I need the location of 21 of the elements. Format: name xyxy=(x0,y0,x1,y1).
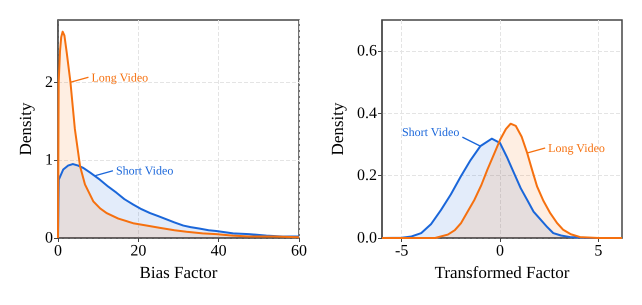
annotation: Short Video xyxy=(402,125,460,140)
y-axis-title: Density xyxy=(328,102,347,156)
y-axis-title: Density xyxy=(16,102,36,156)
y-tick-label: 0.6 xyxy=(357,42,377,60)
x-axis-title: Transformed Factor xyxy=(434,263,570,282)
annotation: Short Video xyxy=(116,164,174,178)
x-tick-label: 0 xyxy=(496,242,504,260)
y-tick-label: 0.0 xyxy=(357,230,377,246)
x-axis-title: Bias Factor xyxy=(140,263,218,282)
x-tick-label: 20 xyxy=(130,242,146,260)
x-tick-label: 40 xyxy=(210,242,227,260)
annotation: Long Video xyxy=(91,70,148,84)
y-tick-label: 0.4 xyxy=(357,104,377,122)
y-tick-label: 1 xyxy=(45,152,53,169)
x-tick-label: -5 xyxy=(395,242,408,260)
y-tick-label: 2 xyxy=(45,74,53,91)
y-tick-label: 0 xyxy=(45,230,53,246)
x-tick-label: 5 xyxy=(594,242,602,260)
annotation: Long Video xyxy=(548,140,605,155)
y-tick-label: 0.2 xyxy=(357,167,377,184)
x-tick-label: 60 xyxy=(291,242,307,260)
